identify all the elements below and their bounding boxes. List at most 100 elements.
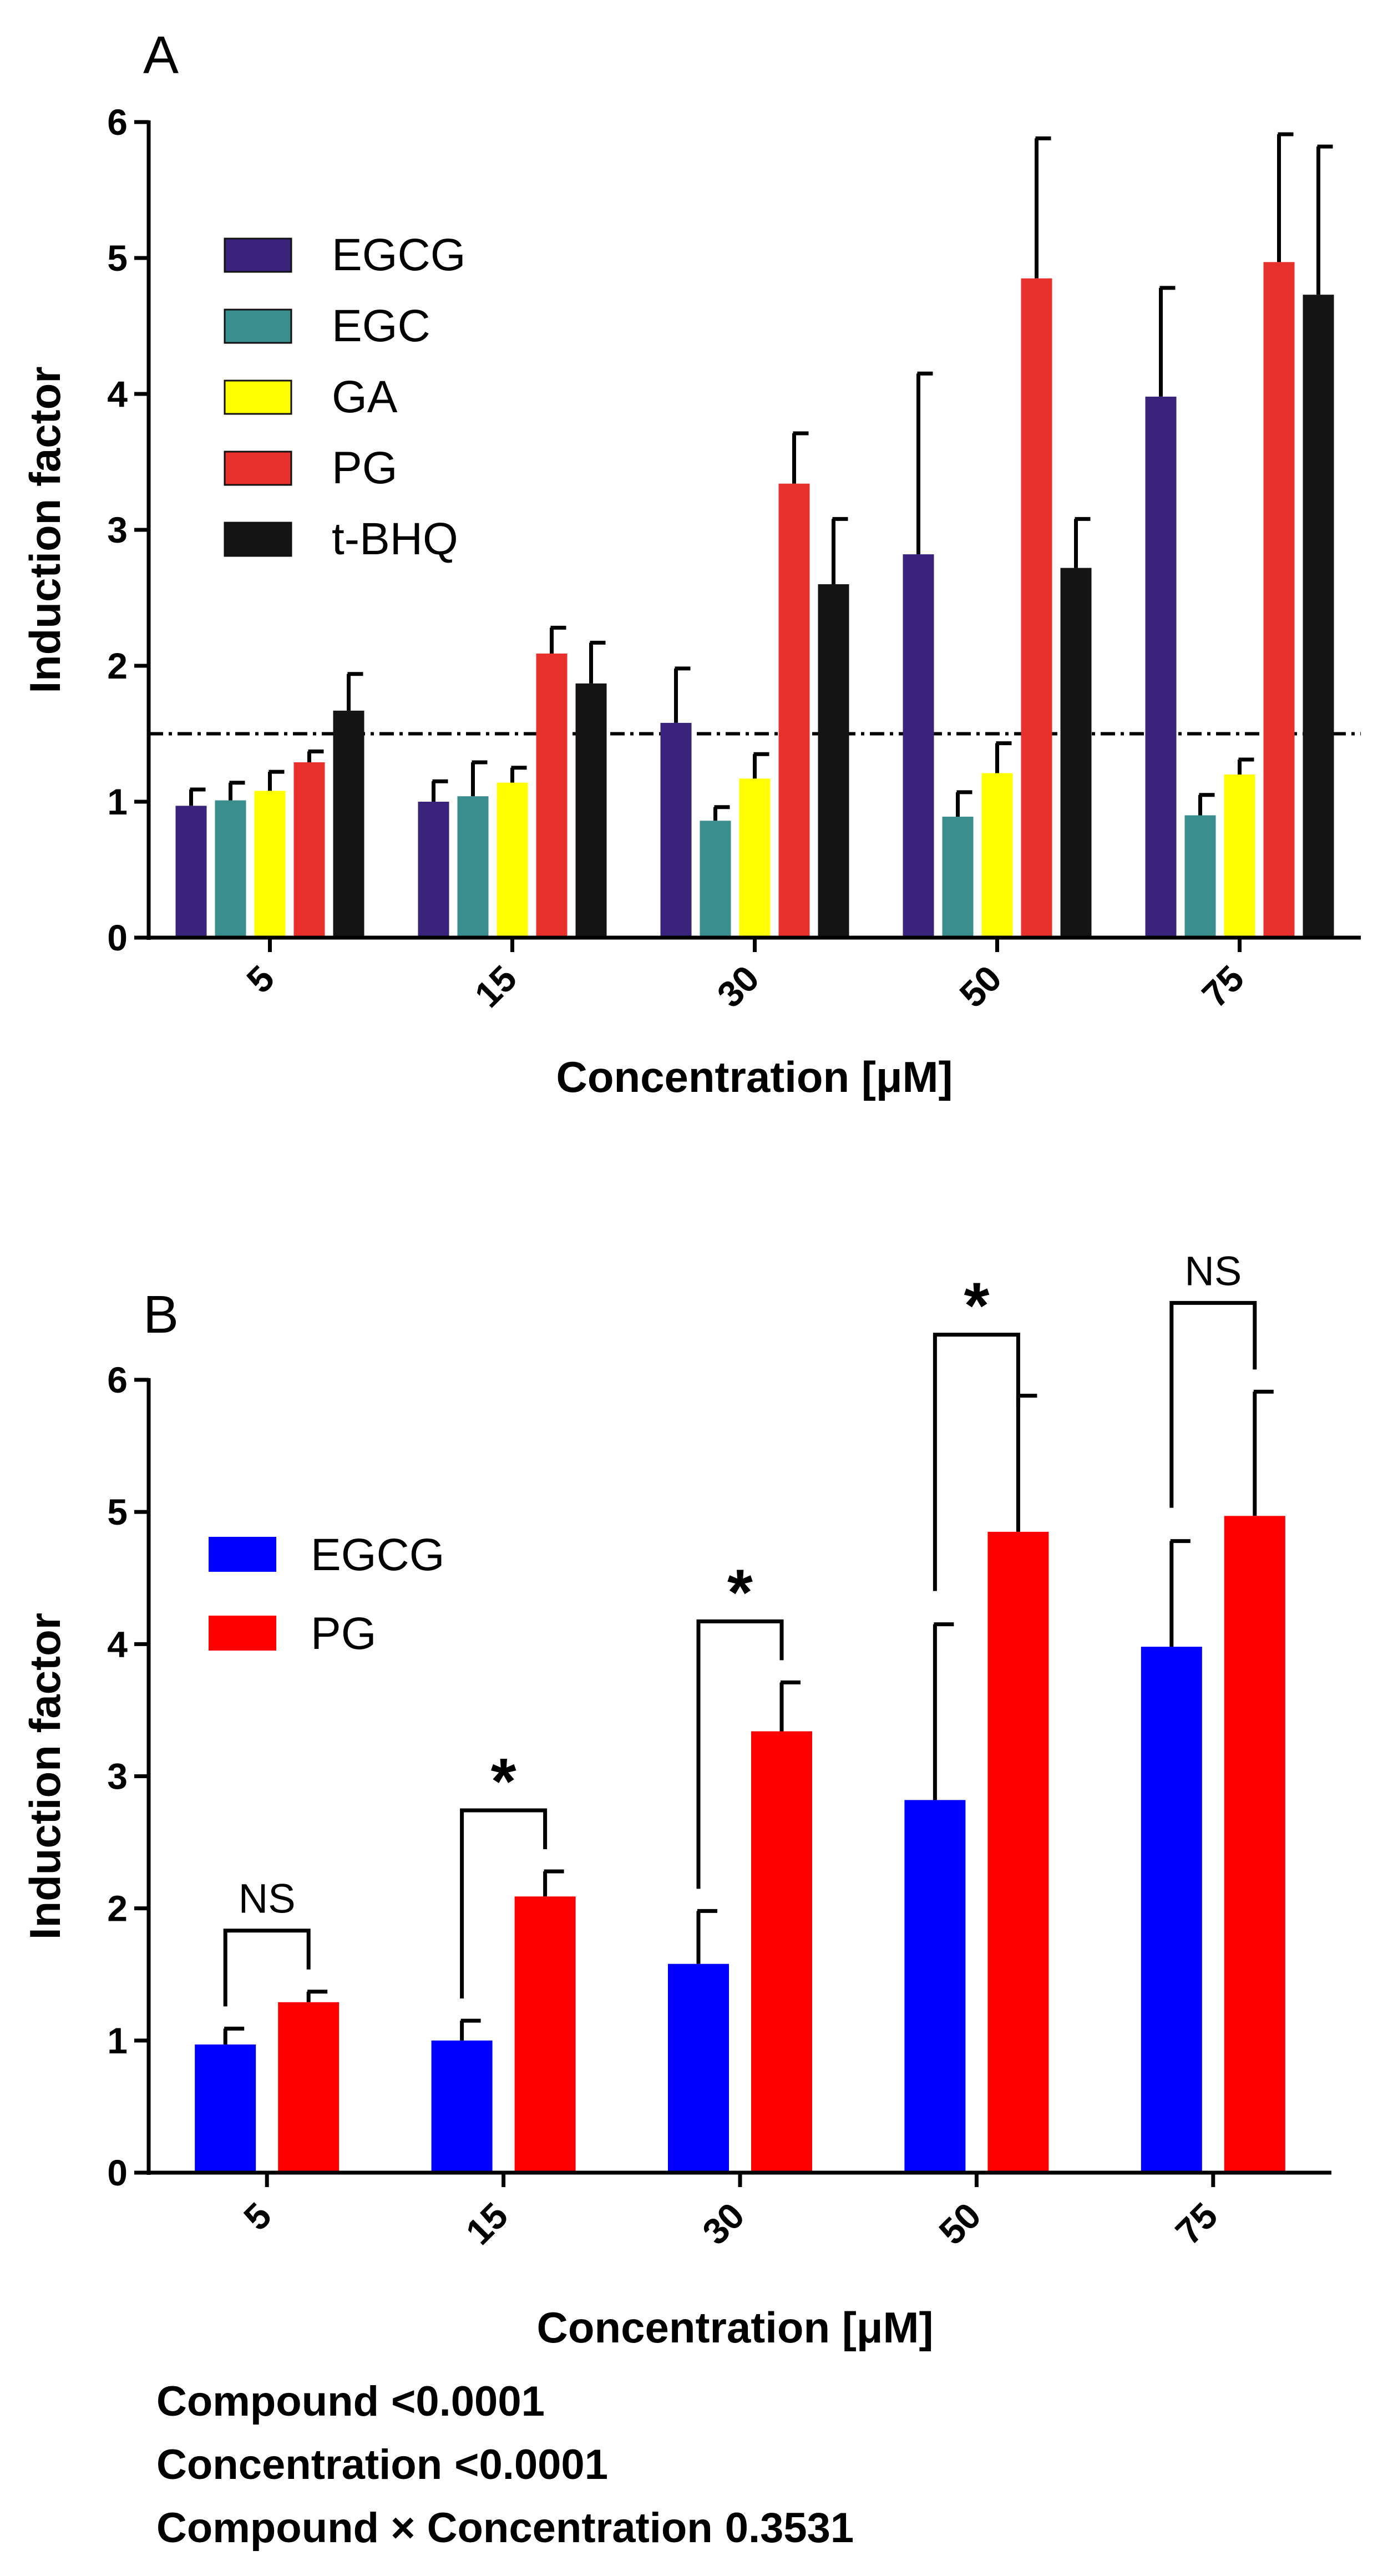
statistics-line: Compound × Concentration 0.3531 (156, 2504, 854, 2552)
bar (903, 554, 934, 938)
bar (1303, 295, 1334, 938)
legend-swatch (209, 1616, 276, 1651)
bar (1021, 278, 1052, 938)
y-tick-label: 3 (107, 1756, 128, 1797)
y-tick-label: 3 (107, 509, 128, 550)
y-axis-title: Induction factor (21, 366, 69, 693)
significance-bracket (696, 1619, 784, 1889)
bar (668, 1963, 729, 2173)
bar (1224, 1516, 1285, 2173)
statistics-value: 0.3531 (725, 2504, 854, 2552)
x-tick-label: 30 (695, 2195, 752, 2253)
x-tick-label: 15 (467, 958, 524, 1015)
significance-label: * (491, 1745, 516, 1818)
bar (215, 800, 246, 938)
bar (175, 806, 207, 938)
chart-panel-a: 0 1 2 3 4 5 6 5 15 30 50 75 Concentration [μM] Induct… (21, 102, 1361, 1101)
y-tick-label: 6 (107, 1359, 128, 1400)
bar (751, 1731, 812, 2173)
legend-label: EGCG (332, 230, 465, 280)
x-tick-label: 75 (1167, 2195, 1225, 2253)
panel-b-letter: B (143, 1285, 179, 1344)
x-tick-label: 5 (239, 958, 282, 1001)
statistics-line: Compound <0.0001 (156, 2378, 545, 2425)
legend-label: GA (332, 372, 398, 422)
bar (660, 722, 692, 938)
bar (1145, 396, 1177, 938)
bar (778, 483, 810, 938)
y-tick-label: 4 (107, 1623, 128, 1664)
bar (333, 710, 364, 938)
bar (254, 791, 286, 938)
statistics-label: Compound × Concentration (156, 2504, 713, 2552)
legend-label: t-BHQ (332, 514, 458, 564)
legend-swatch (209, 1537, 276, 1572)
x-tick-label: 50 (951, 958, 1009, 1015)
x-tick-label: 15 (458, 2195, 515, 2253)
y-tick-label: 6 (107, 102, 128, 143)
legend-swatch (224, 237, 292, 273)
significance-bracket (1169, 1300, 1257, 1508)
bar (942, 816, 974, 938)
y-tick-label: 5 (107, 1491, 128, 1532)
statistics-line: Concentration <0.0001 (156, 2441, 608, 2488)
y-tick-label: 2 (107, 645, 128, 686)
y-tick-label: 0 (107, 917, 128, 958)
legend-label: PG (332, 443, 397, 493)
y-tick-label: 1 (107, 2020, 128, 2061)
legend-swatch (224, 522, 292, 557)
y-tick-label: 1 (107, 781, 128, 822)
x-axis-title: Concentration [μM] (537, 2303, 934, 2352)
y-axis-title: Induction factor (21, 1613, 69, 1940)
legend-swatch (224, 379, 292, 415)
x-axis-title: Concentration [μM] (556, 1052, 953, 1101)
significance-label: NS (1184, 1248, 1242, 1294)
bar (278, 2002, 340, 2173)
statistics-label: Compound (156, 2378, 379, 2425)
bar (1141, 1647, 1202, 2173)
statistics-value: <0.0001 (454, 2441, 608, 2488)
bar (987, 1531, 1049, 2173)
bar (431, 2040, 493, 2173)
x-tick-label: 5 (236, 2195, 279, 2238)
significance-bracket (460, 1808, 548, 1999)
significance-label: NS (239, 1876, 296, 1922)
bar (514, 1896, 576, 2173)
bar (293, 762, 325, 938)
x-tick-label: 50 (931, 2195, 989, 2253)
legend-label: PG (311, 1608, 376, 1659)
chart-panel-b: NS * * * NS 0 1 2 3 4 5 6 5 15 30 50 75 Concentration [μM… (21, 1248, 1331, 2352)
bar (195, 2044, 256, 2173)
x-tick-label: 75 (1194, 958, 1252, 1015)
bar (418, 802, 449, 938)
legend-swatch (224, 308, 292, 344)
significance-label: * (964, 1269, 989, 1343)
bar (497, 782, 528, 938)
significance-label: * (727, 1556, 753, 1629)
x-tick-label: 30 (709, 958, 767, 1015)
bar (575, 683, 607, 938)
legend-swatch (224, 451, 292, 486)
statistics-label: Concentration (156, 2441, 442, 2488)
significance-bracket (223, 1929, 311, 2007)
bar (700, 821, 731, 938)
bar (1060, 568, 1092, 938)
y-tick-label: 5 (107, 237, 128, 279)
bar (1224, 775, 1255, 938)
panel-a-letter: A (143, 26, 179, 85)
legend-label: EGCG (311, 1530, 444, 1580)
y-tick-label: 4 (107, 373, 128, 414)
significance-bracket (933, 1333, 1020, 1591)
statistics-value: <0.0001 (391, 2378, 545, 2425)
bar (818, 584, 849, 938)
bar (1263, 262, 1295, 938)
legend-label: EGC (332, 301, 430, 351)
bar (536, 653, 568, 938)
bar (1184, 815, 1216, 938)
y-tick-label: 2 (107, 1888, 128, 1929)
bar (981, 773, 1013, 938)
bar (739, 778, 771, 938)
bar (904, 1800, 966, 2173)
